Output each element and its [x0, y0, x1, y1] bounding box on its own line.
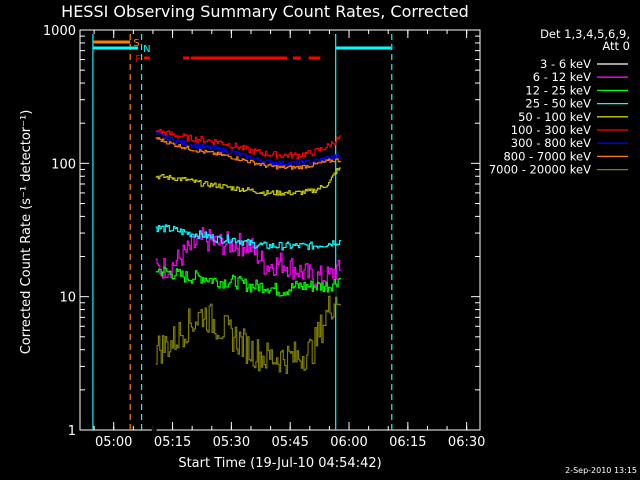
- x-tick-label: 05:45: [271, 435, 308, 450]
- x-tick-label: 06:00: [330, 435, 367, 450]
- series-line: [155, 137, 341, 170]
- plot-area: [79, 29, 481, 431]
- series-line: [155, 227, 341, 288]
- y-axis-label: Corrected Count Rate (s⁻¹ detector⁻¹): [19, 110, 34, 355]
- y-tick-label: 1000: [43, 24, 76, 39]
- series-line: [155, 129, 341, 159]
- series-line: [155, 224, 341, 251]
- series-line: [155, 167, 341, 196]
- x-tick-label: 05:00: [95, 435, 132, 450]
- y-tick-label: 10: [59, 291, 76, 306]
- y-tick-label: 1: [68, 424, 76, 439]
- axis-ticks: 05:00 05:15 05:30 05:45 06:00 06:15 06:30 1 10 10…: [43, 24, 485, 450]
- legend-entry-label: 25 - 50 keV: [525, 97, 591, 111]
- x-tick-label: 06:30: [448, 435, 485, 450]
- legend-entry-label: 800 - 7000 keV: [503, 149, 591, 163]
- series-line: [155, 266, 341, 297]
- legend-entry-label: 100 - 300 keV: [511, 123, 591, 137]
- x-tick-label: 05:30: [213, 435, 250, 450]
- legend-entry-label: 7000 - 20000 keV: [489, 163, 591, 177]
- flag-label-S: S: [133, 38, 139, 49]
- legend-entry-label: 12 - 25 keV: [525, 83, 591, 97]
- flag-label-N: N: [143, 44, 150, 55]
- legend-entry-label: 3 - 6 keV: [540, 57, 591, 71]
- legend-entry-label: 300 - 800 keV: [511, 136, 591, 150]
- legend-entry-label: 50 - 100 keV: [518, 110, 591, 124]
- vertical-markers: [92, 34, 393, 430]
- chart-title: HESSI Observing Summary Count Rates, Cor…: [61, 2, 469, 21]
- y-tick-label: 100: [51, 157, 76, 172]
- plot-frame: [79, 29, 481, 431]
- legend-header-line-2: Att 0: [602, 39, 630, 53]
- series-line: [155, 295, 341, 375]
- legend-entry-label: 6 - 12 keV: [533, 70, 591, 84]
- x-tick-label: 06:15: [389, 435, 426, 450]
- flag-label-F: F: [135, 54, 141, 65]
- x-tick-label: 05:15: [154, 435, 191, 450]
- x-axis-label: Start Time (19-Jul-10 04:54:42): [178, 456, 381, 471]
- legend-header-line-1: Det 1,3,4,5,6,9,: [540, 27, 630, 41]
- generation-timestamp: 2-Sep-2010 13:15: [565, 466, 637, 475]
- series-lines: [151, 129, 348, 431]
- flag-bars: SNF: [92, 38, 391, 65]
